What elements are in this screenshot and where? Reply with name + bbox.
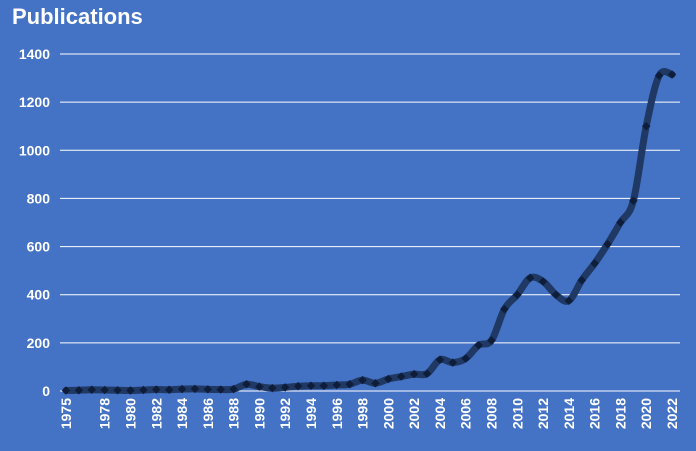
data-point [280, 383, 290, 392]
x-tick-label: 2008 [483, 398, 499, 429]
x-tick-label: 1978 [97, 398, 113, 429]
x-tick-label: 2016 [587, 398, 603, 429]
data-point [551, 290, 561, 299]
y-tick-label: 1400 [19, 46, 50, 62]
y-tick-label: 200 [27, 335, 51, 351]
data-point [306, 381, 316, 390]
data-point [487, 336, 496, 345]
x-tick-label: 2014 [561, 398, 577, 429]
data-point [229, 384, 238, 394]
data-point [255, 382, 264, 391]
data-point [435, 355, 445, 364]
data-point [319, 381, 329, 390]
x-tick-label: 2006 [458, 398, 474, 429]
y-tick-label: 400 [27, 287, 51, 303]
data-point [268, 383, 277, 393]
y-tick-label: 800 [27, 190, 51, 206]
data-point [242, 380, 251, 389]
data-point [87, 385, 97, 395]
x-tick-label: 1988 [226, 398, 242, 429]
data-point [474, 341, 483, 350]
x-tick-label: 1992 [277, 398, 293, 429]
x-tick-label: 1986 [200, 398, 216, 429]
data-point [293, 381, 303, 391]
data-point [538, 277, 548, 286]
x-tick-label: 1984 [174, 398, 190, 429]
data-point [358, 375, 367, 385]
data-point [564, 296, 574, 305]
data-point [513, 290, 522, 299]
data-point [422, 369, 432, 378]
data-point [177, 384, 187, 394]
data-point [461, 354, 470, 363]
data-point [409, 369, 419, 379]
data-point [126, 386, 135, 395]
data-point [448, 358, 458, 367]
data-point [332, 380, 342, 390]
data-point [345, 380, 354, 389]
data-point [371, 379, 380, 388]
x-tick-label: 1982 [148, 398, 164, 429]
data-point [190, 384, 200, 394]
x-tick-label: 2004 [432, 398, 448, 429]
data-point [139, 385, 148, 395]
y-tick-label: 1200 [19, 94, 50, 110]
chart-title: Publications [12, 4, 143, 29]
data-point [203, 385, 213, 394]
x-tick-label: 2012 [535, 398, 551, 429]
data-point [396, 372, 406, 381]
y-tick-label: 600 [27, 239, 51, 255]
x-tick-label: 1980 [122, 398, 138, 429]
x-tick-label: 2018 [612, 398, 628, 429]
data-point [74, 386, 84, 395]
x-tick-label: 2002 [406, 398, 422, 429]
data-point [525, 273, 535, 283]
x-tick-label: 2022 [664, 398, 680, 429]
x-tick-label: 1996 [329, 398, 345, 429]
data-point [500, 304, 509, 314]
data-point [384, 374, 393, 384]
y-tick-label: 1000 [19, 142, 50, 158]
x-tick-label: 2000 [380, 398, 396, 429]
x-tick-label: 1975 [58, 398, 74, 429]
x-tick-label: 1990 [251, 398, 267, 429]
x-tick-label: 2010 [509, 398, 525, 429]
x-tick-label: 1998 [355, 398, 371, 429]
data-point [164, 385, 174, 395]
data-point [100, 385, 109, 395]
data-point [113, 386, 122, 395]
data-point [577, 276, 586, 285]
data-point [61, 386, 71, 395]
data-point [216, 385, 225, 394]
x-tick-label: 2020 [638, 398, 654, 429]
data-point [590, 259, 599, 268]
data-point [152, 385, 161, 394]
x-tick-label: 1994 [303, 398, 319, 429]
y-tick-label: 0 [42, 383, 50, 399]
